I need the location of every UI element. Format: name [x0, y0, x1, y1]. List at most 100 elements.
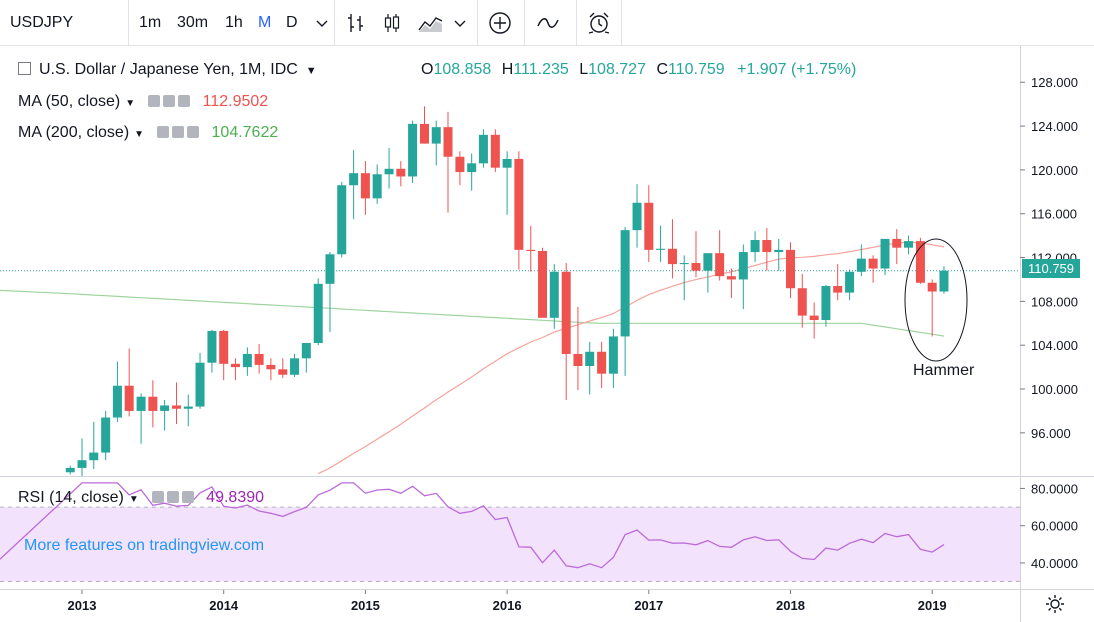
price-tick-label: 128.000: [1031, 75, 1078, 90]
candle: [797, 273, 807, 328]
ma50-label: MA (50, close): [18, 93, 121, 110]
candle: [301, 343, 311, 373]
candle: [219, 329, 229, 381]
gear-icon[interactable]: [166, 491, 179, 503]
candle: [892, 229, 902, 265]
candle: [597, 341, 607, 388]
candle: [880, 238, 890, 276]
interval-1m[interactable]: 1m: [139, 14, 162, 31]
last-price-tag: 110.759: [1022, 259, 1080, 278]
rsi-tick-label: 40.0000: [1031, 556, 1078, 571]
candle: [620, 226, 630, 376]
candle: [148, 380, 158, 428]
time-tick-label: 2018: [776, 598, 805, 613]
candle: [160, 399, 170, 431]
area-chart-icon[interactable]: [416, 9, 444, 37]
candles: [65, 106, 949, 476]
candle: [384, 147, 394, 189]
rsi-tick-label: 80.0000: [1031, 481, 1078, 496]
chevron-down-icon[interactable]: ▼: [305, 65, 317, 77]
low-value: 108.727: [588, 61, 646, 78]
candle: [644, 185, 654, 262]
candle: [101, 410, 111, 461]
time-tick-label: 2019: [918, 598, 947, 613]
candle: [136, 393, 146, 444]
rsi-value: 49.8390: [206, 489, 265, 506]
candle: [762, 227, 772, 271]
gear-icon[interactable]: [172, 126, 185, 138]
chevron-down-icon[interactable]: [308, 9, 336, 37]
symbol-legend: U.S. Dollar / Japanese Yen, 1M, IDC ▼: [18, 61, 317, 79]
candle: [632, 184, 642, 248]
ma200-value: 104.7622: [211, 124, 279, 141]
candle: [833, 264, 843, 301]
candle: [738, 244, 748, 310]
interval-1h[interactable]: 1h: [225, 14, 243, 31]
candle: [77, 438, 87, 476]
plus-circle-icon[interactable]: [486, 9, 514, 37]
candle: [490, 129, 500, 173]
symbol-search[interactable]: USDJPY: [10, 14, 74, 31]
open-value: 108.858: [433, 61, 492, 78]
rsi-label: RSI (14, close): [18, 489, 124, 506]
time-tick-label: 2013: [68, 598, 97, 613]
candle: [538, 247, 548, 318]
rsi-legend[interactable]: RSI (14, close) ▼ 49.8390: [18, 489, 264, 507]
alert-clock-icon[interactable]: [585, 9, 613, 37]
time-axis[interactable]: 2013 2014 2015 2016 2017 2018 2019: [68, 590, 947, 613]
ohlc-values: O108.858 H111.235 L108.727 C110.759 +1.9…: [421, 61, 857, 78]
chevron-down-icon[interactable]: ▼: [128, 494, 139, 505]
candle: [915, 237, 925, 284]
chevron-down-icon[interactable]: ▼: [134, 129, 145, 140]
candle: [89, 421, 99, 469]
candle: [266, 358, 276, 381]
ma200-legend[interactable]: MA (200, close) ▼ 104.7622: [18, 124, 278, 142]
chevron-down-icon[interactable]: ▼: [125, 98, 136, 109]
toolbar-divider: [477, 0, 478, 46]
candle: [313, 278, 323, 346]
candle: [679, 255, 689, 301]
close-icon[interactable]: [181, 491, 194, 503]
eye-icon[interactable]: [157, 126, 170, 138]
eye-icon[interactable]: [148, 95, 161, 107]
chevron-down-icon[interactable]: [446, 9, 474, 37]
indicators-icon[interactable]: [534, 9, 562, 37]
candle: [526, 225, 536, 272]
candles-icon[interactable]: [378, 9, 406, 37]
gear-icon[interactable]: [163, 95, 176, 107]
candle: [549, 264, 559, 329]
ma50-value: 112.9502: [202, 93, 269, 110]
collapse-legend-icon[interactable]: [18, 62, 31, 75]
price-tick-label: 96.000: [1031, 426, 1071, 441]
candle: [904, 235, 914, 255]
candle: [821, 284, 831, 327]
bar-chart-icon[interactable]: [342, 9, 370, 37]
ma50-legend[interactable]: MA (50, close) ▼ 112.9502: [18, 93, 268, 111]
close-icon[interactable]: [178, 95, 191, 107]
promo-link[interactable]: More features on tradingview.com: [24, 537, 265, 554]
ma200-line: [0, 289, 945, 337]
candle: [230, 358, 240, 381]
candle: [561, 263, 571, 400]
interval-daily[interactable]: D: [286, 14, 298, 31]
interval-monthly[interactable]: M: [258, 14, 272, 31]
candle: [845, 269, 855, 301]
toolbar-divider: [524, 0, 525, 46]
candle: [868, 255, 878, 283]
toolbar-divider: [621, 0, 622, 46]
eye-icon[interactable]: [151, 491, 164, 503]
rsi-line: [0, 482, 945, 569]
change-value: +1.907 (+1.75%): [737, 61, 857, 78]
candle: [573, 306, 583, 391]
rsi-axis[interactable]: 80.0000 60.0000 40.0000: [1020, 481, 1078, 571]
high-value: 111.235: [513, 61, 569, 78]
ma200-label: MA (200, close): [18, 124, 130, 141]
time-tick-label: 2016: [493, 598, 522, 613]
candle: [656, 225, 666, 262]
interval-30m[interactable]: 30m: [177, 14, 209, 31]
candle: [325, 252, 335, 333]
close-value: 110.759: [668, 61, 725, 78]
close-icon[interactable]: [187, 126, 200, 138]
settings-gear-icon[interactable]: [1044, 593, 1066, 615]
price-chart[interactable]: 128.000124.000120.000116.000112.000108.0…: [0, 46, 1094, 622]
